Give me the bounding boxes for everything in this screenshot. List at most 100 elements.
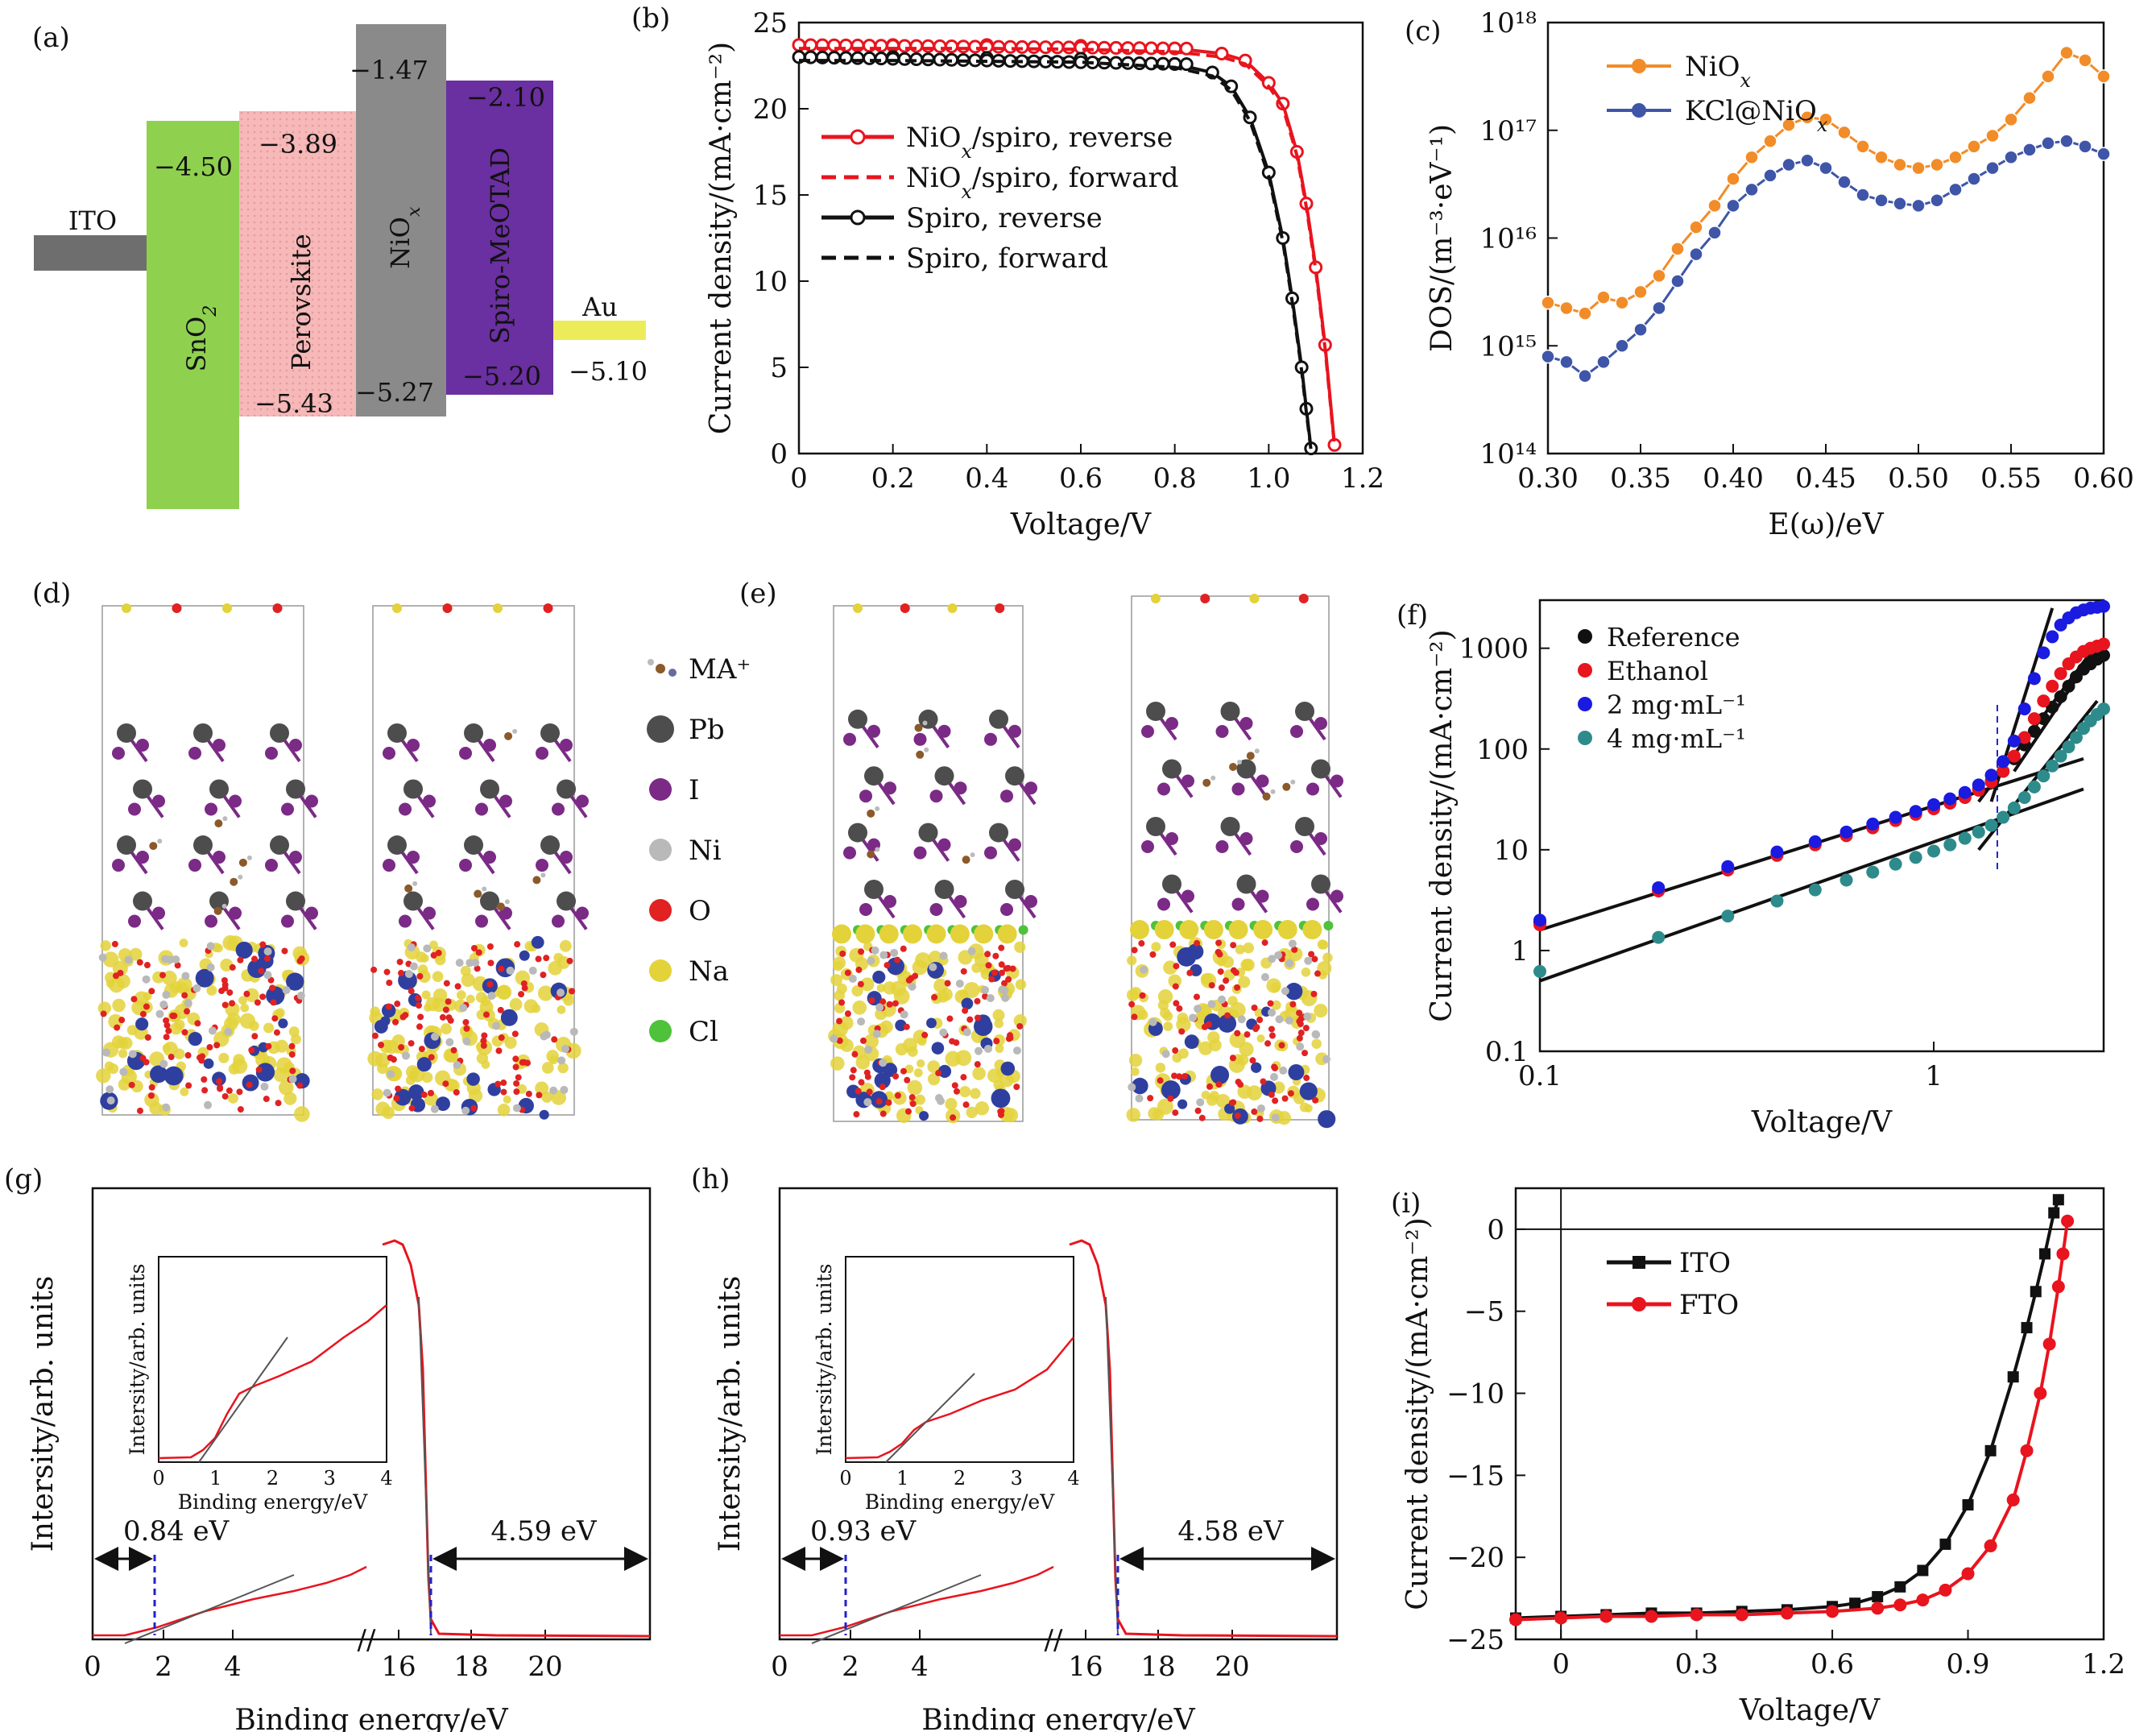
atom-o [992,952,999,959]
surface-atom [1249,594,1260,603]
atom-o [383,968,391,976]
atom-o [1172,983,1179,990]
atom-o [470,1104,478,1112]
atom-ma [404,884,413,893]
atom-o [836,1017,843,1025]
data-point [1179,41,1194,56]
atom-o [148,988,155,995]
atom-i [937,724,951,738]
data-point [2078,139,2092,154]
isosurface-blob [1127,955,1137,966]
data-point [933,39,947,53]
atom-h [924,747,929,752]
atom-o [481,1032,488,1039]
legend-marker [1578,663,1592,677]
isosurface-blob [926,1017,937,1029]
cutoff-fit [1105,1296,1119,1636]
legend-marker [850,209,866,226]
atom-o [139,1055,147,1062]
data-point [2007,1371,2019,1383]
atom-ni [908,982,917,991]
data-point [2046,679,2059,693]
atom-pb [864,880,884,899]
atom-ni [867,956,875,965]
atom-ni [166,955,175,964]
inset-x-tick-label: 4 [1067,1467,1079,1490]
atom-ni [407,943,416,952]
isosurface-blob [876,984,886,992]
atom-o [395,1085,402,1092]
atom-o [398,969,405,976]
atom-pb [133,891,152,911]
atom-pb [480,779,499,799]
atom-i [843,846,856,860]
atom-i [213,739,226,752]
atom-ma [532,876,541,885]
atom-o [1297,1030,1305,1037]
panel-label-c: (c) [1405,15,1442,48]
atom-ni [402,1051,411,1060]
atom-ni [192,984,201,992]
atom-o [1229,1055,1236,1062]
layer-ito [34,235,147,271]
atom-o [265,1042,272,1050]
atom-o [100,1010,107,1017]
isosurface-blob [263,1022,275,1034]
atom-o [480,1042,487,1049]
data-point [1780,1606,1794,1620]
isosurface-blob [1218,1014,1237,1033]
atom-ni [879,1059,888,1067]
atom-pb [403,891,423,911]
isosurface-blob [1317,961,1332,976]
atom-i [1330,774,1343,788]
x-axis-label: Voltage/V [1739,1694,1881,1727]
atom-pb [480,891,499,911]
atom-o [1173,1000,1180,1007]
atom-pb [286,779,305,799]
data-point [945,39,959,54]
atom-o [984,951,991,958]
spectrum-high [382,1239,651,1638]
atom-o [387,1054,394,1061]
data-point [968,39,983,54]
surface-atom [493,603,503,613]
layer-label-niox: NiOx [385,206,424,268]
atom-h [238,874,243,880]
atom-o [525,1090,532,1097]
atom-ni [1322,1055,1331,1063]
data-point [2046,759,2059,773]
atom-ni [462,1037,471,1046]
atom-pb [989,709,1008,729]
data-point [1984,818,1998,832]
atom-o [213,1042,221,1049]
atom-o [273,1029,280,1036]
chart-b: 0 0.2 0.4 0.6 0.8 1.0 1.2 0 5 10 15 20 25 Voltage/V Cu… [631,2,1384,541]
x-tick-label: 0 [771,1651,788,1683]
atom-pb [286,891,305,911]
atom-na [832,924,851,944]
atom-o [894,1092,901,1099]
atom-o [263,955,271,962]
isosurface-blob [1177,1012,1189,1024]
legend-marker [850,129,866,145]
data-point [2020,1444,2034,1457]
atom-o [1208,982,1215,989]
atom-pb [918,822,938,843]
atom-o [904,1076,911,1084]
atom-i [1306,897,1319,911]
panel-label-g: (g) [4,1163,43,1195]
atom-ma [1246,752,1255,760]
isosurface-blob [994,1018,1004,1029]
data-point [1948,182,1963,197]
isosurface-blob [1161,1080,1181,1100]
atom-o [1260,1078,1267,1085]
data-point [1596,290,1611,305]
atom-cl [1323,921,1334,930]
data-point [1652,930,1666,944]
chart-i: 0 0.3 0.6 0.9 1.2 −25 −20 −15 −10 −5 0 Voltage/V Cur… [1391,1187,2125,1727]
atom-o [430,951,437,959]
atom-o [408,1104,416,1112]
atom-o [130,996,138,1003]
atom-o [1169,941,1177,948]
isosurface-blob [380,1016,391,1026]
